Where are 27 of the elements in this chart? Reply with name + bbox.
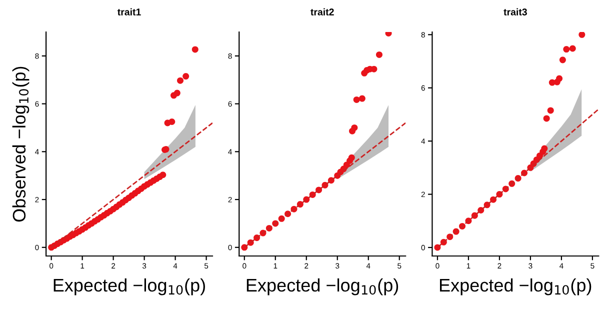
- y-axis-title: Observed −log$_{10}$(p): [12, 66, 30, 222]
- point: [376, 51, 382, 58]
- point: [160, 172, 166, 178]
- point: [351, 124, 358, 131]
- chart-title: trait1: [118, 8, 141, 16]
- point: [182, 73, 190, 80]
- point: [547, 107, 554, 114]
- x-axis-title: Expected −log$_{10}$(p): [54, 278, 205, 296]
- point: [563, 46, 570, 53]
- point: [174, 90, 180, 96]
- point: [348, 154, 355, 161]
- point: [358, 95, 366, 102]
- point: [556, 75, 563, 82]
- chart-title: trait3: [504, 8, 527, 16]
- point: [559, 56, 566, 64]
- point: [569, 45, 576, 52]
- point: [168, 118, 176, 125]
- x-axis-title: Expected −log$_{10}$(p): [440, 278, 592, 296]
- point: [370, 66, 378, 72]
- point: [192, 46, 198, 53]
- chart-title: trait2: [310, 8, 334, 16]
- point: [177, 77, 184, 84]
- point: [353, 96, 360, 103]
- point: [543, 115, 550, 122]
- point: [578, 32, 586, 38]
- x-axis-title: Expected −log$_{10}$(p): [246, 278, 398, 296]
- point: [541, 145, 548, 152]
